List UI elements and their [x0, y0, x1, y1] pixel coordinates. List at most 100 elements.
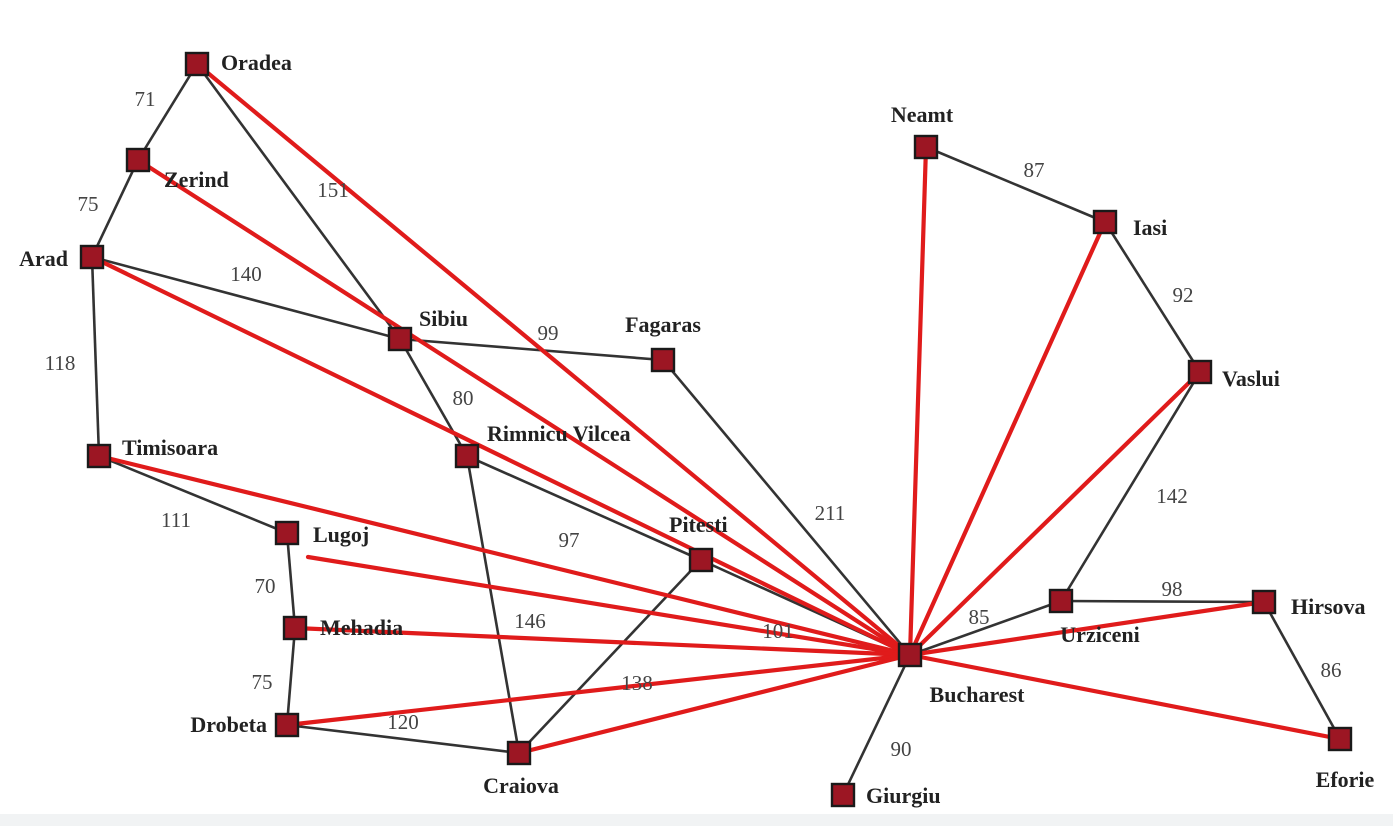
distance-label-bucharest-urziceni: 85	[969, 605, 990, 629]
city-node-oradea[interactable]	[184, 51, 210, 77]
road-fagaras-bucharest	[662, 359, 911, 656]
straight-line-mehadia-to-bucharest	[292, 625, 913, 658]
city-node-bucharest[interactable]	[897, 642, 923, 668]
road-mehadia-drobeta	[285, 627, 297, 726]
city-nodes-layer	[79, 51, 1353, 808]
distance-label-sibiu-fagaras: 99	[538, 321, 559, 345]
city-label-craiova: Craiova	[483, 773, 559, 798]
straight-line-eforie-to-bucharest	[907, 652, 1343, 742]
road-rimnicu-craiova	[465, 455, 521, 754]
distance-label-bucharest-giurgiu: 90	[891, 737, 912, 761]
road-urziceni-vaslui	[1059, 371, 1202, 602]
road-oradea-zerind	[136, 63, 199, 161]
city-label-drobeta: Drobeta	[190, 712, 267, 737]
straight-line-zerind-to-bucharest	[135, 157, 913, 658]
straight-line-oradea-to-bucharest	[194, 61, 913, 658]
straight-line-craiova-to-bucharest	[516, 652, 913, 756]
distance-label-hirsova-eforie: 86	[1321, 658, 1342, 682]
distance-label-rimnicu-pitesti: 97	[559, 528, 580, 552]
city-node-eforie[interactable]	[1327, 726, 1353, 752]
road-iasi-neamt	[925, 145, 1106, 224]
city-node-hirsova[interactable]	[1251, 589, 1277, 615]
road-timisoara-lugoj	[98, 454, 288, 535]
city-node-giurgiu[interactable]	[830, 782, 856, 808]
distance-label-sibiu-rimnicu: 80	[453, 386, 474, 410]
distance-label-rimnicu-craiova: 146	[514, 609, 546, 633]
city-label-vaslui: Vaslui	[1222, 366, 1280, 391]
city-label-pitesti: Pitesti	[669, 512, 728, 537]
distance-label-drobeta-craiova: 120	[387, 710, 419, 734]
straight-line-drobeta-to-bucharest	[284, 652, 913, 728]
road-sibiu-rimnicu	[398, 338, 469, 457]
city-node-arad[interactable]	[79, 244, 105, 270]
distance-label-mehadia-drobeta: 75	[252, 670, 273, 694]
road-lugoj-mehadia	[285, 532, 297, 629]
road-rimnicu-pitesti	[466, 454, 702, 562]
straight-line-arad-to-bucharest	[89, 254, 913, 658]
city-node-pitesti[interactable]	[688, 547, 714, 573]
city-node-mehadia[interactable]	[282, 615, 308, 641]
distance-label-zerind-arad: 75	[78, 192, 99, 216]
city-node-sibiu[interactable]	[387, 326, 413, 352]
road-drobeta-craiova	[286, 723, 520, 755]
city-label-arad: Arad	[19, 246, 68, 271]
distance-label-pitesti-bucharest: 101	[762, 619, 794, 643]
road-bucharest-giurgiu	[841, 654, 912, 796]
city-label-timisoara: Timisoara	[122, 435, 218, 460]
city-node-rimnicu[interactable]	[454, 443, 480, 469]
city-node-craiova[interactable]	[506, 740, 532, 766]
city-node-drobeta[interactable]	[274, 712, 300, 738]
city-label-fagaras: Fagaras	[625, 312, 701, 337]
city-label-sibiu: Sibiu	[419, 306, 468, 331]
city-node-lugoj[interactable]	[274, 520, 300, 546]
city-label-neamt: Neamt	[891, 102, 954, 127]
distance-label-vaslui-iasi: 92	[1173, 283, 1194, 307]
distance-labels-layer: 71 75 151 140 118 111 70 75 120 99 80 97 146 138 211 10…	[45, 87, 1342, 761]
distance-label-oradea-sibiu: 151	[317, 178, 349, 202]
straight-line-neamt-to-bucharest	[907, 144, 929, 658]
city-label-bucharest: Bucharest	[930, 682, 1026, 707]
straight-line-vaslui-to-bucharest	[907, 369, 1203, 658]
city-label-eforie: Eforie	[1316, 767, 1375, 792]
road-bucharest-urziceni	[909, 599, 1062, 657]
road-arad-timisoara	[90, 256, 101, 457]
distance-label-lugoj-mehadia: 70	[255, 574, 276, 598]
city-label-hirsova: Hirsova	[1291, 594, 1366, 619]
city-node-neamt[interactable]	[913, 134, 939, 160]
city-label-giurgiu: Giurgiu	[866, 783, 941, 808]
distance-label-arad-timisoara: 118	[45, 351, 76, 375]
road-hirsova-eforie	[1262, 601, 1342, 740]
distance-label-fagaras-bucharest: 211	[815, 501, 846, 525]
city-node-urziceni[interactable]	[1048, 588, 1074, 614]
straight-line-layer	[89, 61, 1343, 756]
city-label-rimnicu: Rimnicu Vilcea	[487, 421, 631, 446]
city-node-fagaras[interactable]	[650, 347, 676, 373]
city-node-timisoara[interactable]	[86, 443, 112, 469]
straight-line-hirsova-to-bucharest	[907, 599, 1267, 658]
distance-label-iasi-neamt: 87	[1024, 158, 1045, 182]
city-node-vaslui[interactable]	[1187, 359, 1213, 385]
city-label-urziceni: Urziceni	[1060, 622, 1139, 647]
city-label-mehadia: Mehadia	[320, 615, 403, 640]
distance-label-urziceni-hirsova: 98	[1162, 577, 1183, 601]
road-urziceni-hirsova	[1060, 599, 1265, 604]
distance-label-arad-sibiu: 140	[230, 262, 262, 286]
distance-label-craiova-pitesti: 138	[621, 671, 653, 695]
straight-line-lugoj-to-bucharest	[305, 554, 913, 658]
city-node-zerind[interactable]	[125, 147, 151, 173]
city-label-zerind: Zerind	[164, 167, 229, 192]
distance-label-timisoara-lugoj: 111	[161, 508, 191, 532]
straight-line-iasi-to-bucharest	[907, 219, 1108, 658]
city-label-lugoj: Lugoj	[313, 522, 369, 547]
road-vaslui-iasi	[1103, 221, 1202, 373]
roads-layer	[90, 63, 1342, 796]
distance-label-urziceni-vaslui: 142	[1156, 484, 1188, 508]
road-oradea-sibiu	[195, 63, 402, 340]
bottom-edge-strip	[0, 814, 1393, 826]
city-node-iasi[interactable]	[1092, 209, 1118, 235]
city-label-iasi: Iasi	[1133, 215, 1167, 240]
road-sibiu-fagaras	[399, 337, 664, 362]
distance-label-oradea-zerind: 71	[135, 87, 156, 111]
city-labels-layer: Oradea Zerind Arad Timisoara Lugoj Mehadia Dro…	[19, 50, 1374, 808]
